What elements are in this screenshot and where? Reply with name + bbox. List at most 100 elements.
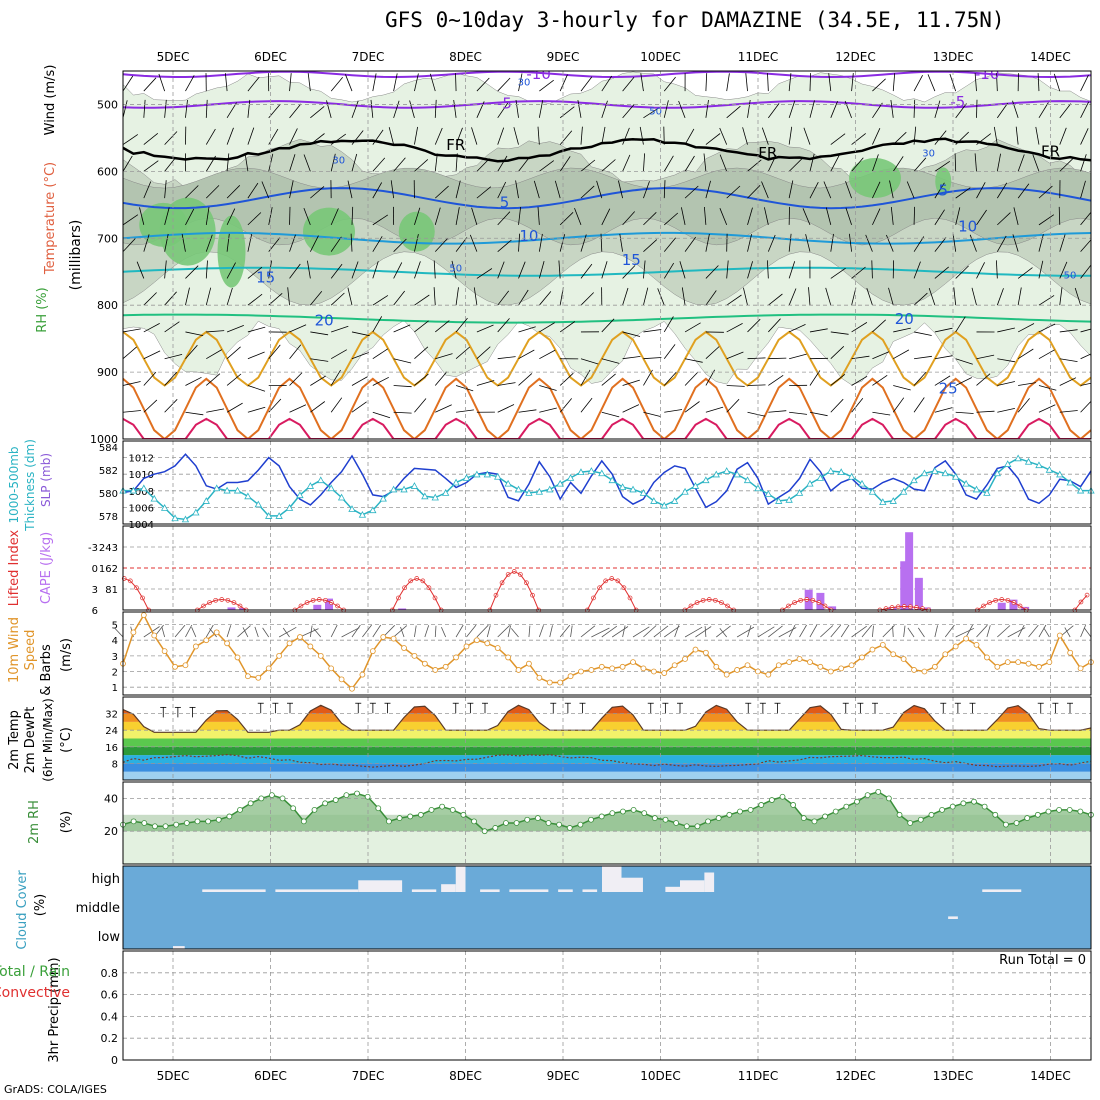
wind-barb xyxy=(518,409,537,413)
wind-barb xyxy=(996,260,998,279)
wind10m-barb xyxy=(205,624,214,638)
wind-barb xyxy=(1012,234,1019,252)
wind-barb xyxy=(497,318,510,333)
temp-band xyxy=(123,721,1091,731)
y-tick-slp: 1006 xyxy=(129,503,154,514)
axis-title: 1000-500mb xyxy=(7,446,21,523)
thickness-line-point xyxy=(514,485,523,493)
wind10m-barb xyxy=(313,628,322,638)
wind-barb xyxy=(185,208,195,226)
wind10m-speed-line-point xyxy=(786,659,793,666)
wind-barb xyxy=(1017,348,1034,360)
wind-barb xyxy=(473,287,478,306)
wind10m-barb xyxy=(341,627,360,638)
wind-barb xyxy=(684,155,695,172)
wind-barb xyxy=(747,357,766,360)
wind-barb xyxy=(390,180,395,199)
rh2m-line-point xyxy=(864,792,871,799)
axis-title: 2m Temp xyxy=(7,710,22,770)
wind-barb xyxy=(866,287,873,306)
thickness-line-point xyxy=(972,485,981,493)
wind-barb xyxy=(456,409,474,413)
wind10m-speed-line-point xyxy=(807,659,813,666)
wind-barb xyxy=(164,131,178,145)
wind10m-barb xyxy=(278,626,297,638)
wind-barb xyxy=(185,75,195,92)
wind-barb xyxy=(476,346,491,360)
wind-barb xyxy=(872,374,888,386)
wind-barb xyxy=(164,321,180,333)
wind-barb xyxy=(934,355,953,360)
cloud-bar-high xyxy=(455,866,466,892)
thickness-line-point xyxy=(618,483,627,491)
thickness-line-point xyxy=(858,479,866,487)
wind10m-barb xyxy=(976,624,988,638)
wind-barb xyxy=(330,133,347,145)
thickness-line-point xyxy=(806,479,814,487)
wind-barb xyxy=(681,287,686,306)
rh2m-line-point xyxy=(779,793,786,800)
wind-barb xyxy=(370,99,374,118)
wind-barb xyxy=(768,357,787,360)
thickness-line-point xyxy=(285,504,294,511)
temp-band xyxy=(123,730,1091,739)
wind-barb xyxy=(518,289,529,306)
wind-barb xyxy=(289,234,296,252)
wind10m-barb xyxy=(1080,624,1086,638)
wind-barb xyxy=(226,233,230,252)
wind-barb xyxy=(455,73,457,92)
wind10m-speed-line-point xyxy=(942,651,949,658)
wind-barb xyxy=(1038,349,1055,360)
thickness-line-point xyxy=(348,505,356,512)
wind-barb xyxy=(872,319,886,333)
wind-barb xyxy=(476,158,490,172)
lifted-index-line xyxy=(782,598,832,611)
date-tick-top: 13DEC xyxy=(933,50,973,64)
wind-barb xyxy=(601,358,620,364)
wind-barb xyxy=(1038,260,1044,279)
thickness-line-point xyxy=(681,487,689,495)
rh-high-blob xyxy=(398,211,435,252)
contour-label: 20 xyxy=(315,311,334,329)
wind-barb xyxy=(1080,180,1086,199)
wind-barb xyxy=(393,324,411,333)
wind10m-barb xyxy=(601,625,618,638)
wind10m-barb xyxy=(820,625,834,638)
wind-barb xyxy=(892,131,907,145)
axis-title: SLP (mb) xyxy=(39,453,53,507)
thickness-line-point xyxy=(140,484,148,492)
wind-barb xyxy=(1074,287,1081,306)
rh-high-blob xyxy=(849,158,901,199)
contour-label: 10 xyxy=(519,227,538,245)
wind-barb xyxy=(244,153,249,172)
wind-barb xyxy=(1059,358,1078,362)
wind10m-barb xyxy=(424,625,430,638)
wind-barb xyxy=(164,233,169,252)
wind-barb xyxy=(289,344,302,359)
wind-barb xyxy=(1059,103,1072,119)
date-tick-bottom: 9DEC xyxy=(547,1069,580,1083)
wind-barb xyxy=(206,330,225,333)
wind10m-barb xyxy=(497,625,510,638)
thickness-line-point xyxy=(483,470,491,478)
y-tick-thickness: 578 xyxy=(99,512,118,523)
wind-barb xyxy=(226,262,236,279)
wind-barb xyxy=(580,234,587,252)
thickness-line-point xyxy=(494,472,502,480)
rh2m-line-point xyxy=(503,820,509,826)
wind10m-speed-line-point xyxy=(921,668,928,675)
wind-barb xyxy=(622,103,635,119)
wind10m-barb xyxy=(591,627,610,638)
thickness-line-point xyxy=(983,489,991,496)
rh2m-line-point xyxy=(992,811,999,818)
wind-barb xyxy=(205,234,213,252)
wind10m-speed-line-point xyxy=(598,663,605,670)
wind10m-speed-line-point xyxy=(557,679,564,686)
contour-label: FR xyxy=(446,136,465,154)
wind-barb xyxy=(893,327,911,333)
wind-barb xyxy=(681,207,686,225)
wind-barb xyxy=(409,100,415,118)
wind10m-barb xyxy=(1017,624,1025,638)
wind-barb xyxy=(913,236,925,252)
wind-barb xyxy=(892,73,896,92)
